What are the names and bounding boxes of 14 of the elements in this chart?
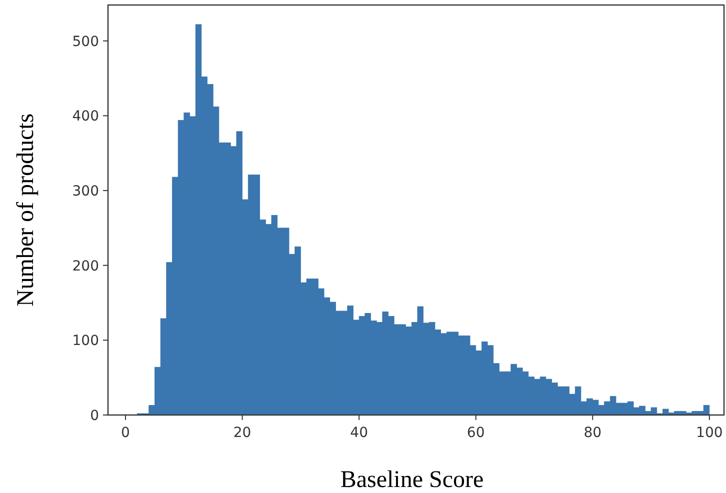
x-tick-label: 60	[466, 425, 485, 441]
y-tick-label: 0	[90, 408, 99, 424]
x-tick-label: 0	[121, 425, 130, 441]
x-tick-label: 20	[233, 425, 252, 441]
x-tick-label: 80	[584, 425, 602, 441]
y-tick-label: 100	[72, 333, 99, 350]
x-axis-title: Baseline Score	[340, 467, 484, 493]
y-tick-label: 200	[72, 258, 99, 274]
y-tick-label: 400	[72, 108, 99, 125]
y-axis-title: Number of products	[13, 113, 39, 307]
x-tick-label: 40	[350, 425, 368, 441]
x-tick-label: 100	[696, 425, 723, 441]
y-tick-label: 300	[72, 184, 99, 200]
y-tick-label: 500	[72, 34, 99, 50]
